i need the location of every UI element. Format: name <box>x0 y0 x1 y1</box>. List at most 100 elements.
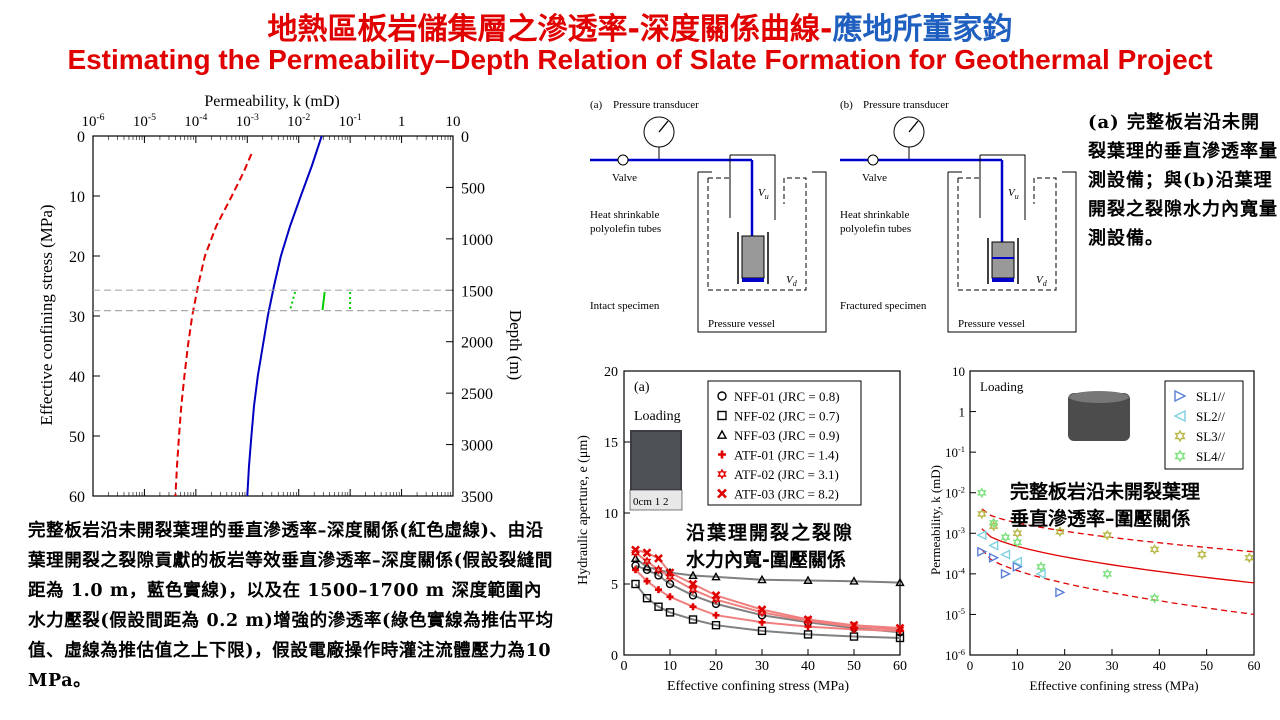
left-tick-label: 40 <box>69 369 85 386</box>
top-tick-label: 10-3 <box>236 112 259 130</box>
top-tick-label: 1 <box>398 114 406 130</box>
left-tick-label: 50 <box>69 429 85 446</box>
perm-legend-entry: SL4// <box>1196 449 1225 464</box>
perm-x-tick-label: 50 <box>1200 658 1213 673</box>
perm-x-tick-label: 40 <box>1153 658 1166 673</box>
aperture-point <box>849 576 859 585</box>
aperture-x-tick-label: 30 <box>755 659 769 674</box>
aperture-point <box>803 630 813 639</box>
right-axis-label: Depth (m) <box>506 310 525 380</box>
heat-shrink-label: Heat shrinkable <box>590 209 659 221</box>
perm-point <box>1149 592 1160 604</box>
perm-point <box>1036 561 1046 573</box>
legend-entry: NFF-03 (JRC = 0.9) <box>734 428 840 443</box>
perm-legend-entry: SL1// <box>1196 389 1225 404</box>
author-name: 應地所董家鈞 <box>832 12 1013 47</box>
perm-fit-mean <box>981 528 1255 584</box>
aperture-point <box>711 620 721 630</box>
aperture-point <box>688 570 698 579</box>
top-tick-label: 10-6 <box>81 112 104 130</box>
aperture-x-tick-label: 50 <box>847 659 861 674</box>
right-tick-label: 3000 <box>461 438 493 455</box>
perm-fit-lower <box>981 548 1255 616</box>
perm-point <box>988 517 999 529</box>
perm-x-tick-label: 30 <box>1106 658 1119 673</box>
diagram-a-label: (a) <box>590 99 603 111</box>
vu-label-b: Vu <box>1008 187 1019 201</box>
polyolefin-label-b: polyolefin tubes <box>840 223 911 235</box>
top-tick-label: 10-2 <box>287 112 310 130</box>
vessel-label-a: Pressure vessel <box>708 318 775 330</box>
left-axis-label: Effective confining stress (MPa) <box>37 204 56 425</box>
perm-y-tick-label: 10-6 <box>945 647 965 663</box>
perm-point <box>1244 552 1255 564</box>
left-tick-label: 10 <box>69 189 85 206</box>
right-tick-label: 1000 <box>461 232 493 249</box>
aperture-x-tick-label: 40 <box>801 659 815 674</box>
perm-point <box>977 487 987 499</box>
perm-legend-entry: SL3// <box>1196 429 1225 444</box>
aperture-x-tick-label: 0 <box>621 659 628 674</box>
page-title-en: Estimating the Permeability–Depth Relati… <box>67 44 1213 75</box>
perm-point <box>1055 526 1065 538</box>
diagram-caption: (a) 完整板岩沿未開裂葉理的垂直滲透率量測設備；與(b)沿葉理開裂之裂隙水力內… <box>1088 112 1278 249</box>
legend-entry: ATF-01 (JRC = 1.4) <box>734 448 839 463</box>
aperture-point <box>688 615 698 624</box>
perm-y-tick-label: 10-3 <box>945 525 965 541</box>
top-tick-label: 10-4 <box>184 112 207 130</box>
perm-point <box>999 549 1011 560</box>
right-tick-label: 2000 <box>461 335 493 352</box>
aperture-point <box>689 603 697 611</box>
perm-overlay-text: 完整板岩沿未開裂葉理 垂直滲透率–圍壓關係 <box>1010 479 1200 533</box>
perm-point <box>988 540 999 551</box>
perm-x-tick-label: 0 <box>967 658 974 673</box>
aperture-y-tick-label: 0 <box>611 649 618 664</box>
aperture-point <box>895 633 905 643</box>
aperture-overlay-line-1: 沿葉理開裂之裂隙 <box>686 522 855 544</box>
perm-point <box>1102 568 1113 580</box>
aperture-point <box>757 626 767 636</box>
right-tick-label: 500 <box>461 180 485 197</box>
legend-entry: NFF-01 (JRC = 0.8) <box>734 389 840 404</box>
perm-legend-marker <box>1173 409 1186 423</box>
legend-entry: ATF-02 (JRC = 3.1) <box>734 467 839 482</box>
perm-legend-marker <box>1174 389 1187 403</box>
perm-point <box>1055 587 1066 598</box>
aperture-x-tick-label: 60 <box>893 659 907 674</box>
perm-legend: SL1// SL2// SL3// SL4// <box>1164 380 1244 470</box>
perm-legend-marker <box>1174 449 1186 463</box>
pressure-transducer-label: Pressure transducer <box>613 99 699 111</box>
aperture-point <box>712 611 720 619</box>
aperture-legend-box <box>707 380 862 506</box>
perm-point <box>1149 543 1160 555</box>
top-tick-label: 10-1 <box>339 112 362 130</box>
aperture-y-label: Hydraulic aperture, e (μm) <box>576 435 591 585</box>
legend-entry: NFF-02 (JRC = 0.7) <box>734 409 840 424</box>
left-tick-label: 30 <box>69 309 85 326</box>
perm-fit-upper <box>981 508 1255 553</box>
aperture-x-label: Effective confining stress (MPa) <box>667 679 849 694</box>
aperture-point <box>655 586 662 594</box>
photo-scale: 0cm 1 2 <box>633 496 668 508</box>
vd-label-b: Vd <box>1036 274 1048 288</box>
pressure-transducer-label-b: Pressure transducer <box>863 99 949 111</box>
perm-loading-label: Loading <box>980 379 1024 394</box>
perm-x-tick-label: 10 <box>1011 658 1024 673</box>
perm-y-label: Permeability, k (mD) <box>928 465 943 575</box>
aperture-point <box>642 562 652 571</box>
specimen-photo-cylinder <box>1068 393 1130 441</box>
aperture-point <box>654 564 663 575</box>
perm-point <box>977 508 987 520</box>
perm-x-tick-label: 60 <box>1248 658 1261 673</box>
aperture-point <box>665 608 675 617</box>
aperture-overlay-text: 沿葉理開裂之裂隙 水力內寬-圍壓關係 <box>686 520 854 574</box>
legend-marker <box>716 429 728 439</box>
aperture-fit-4 <box>634 551 901 631</box>
aperture-point <box>665 568 675 578</box>
aperture-point <box>666 593 674 601</box>
right-tick-label: 2500 <box>461 386 493 403</box>
aperture-point <box>643 577 651 585</box>
vessel-label-b: Pressure vessel <box>958 318 1025 330</box>
